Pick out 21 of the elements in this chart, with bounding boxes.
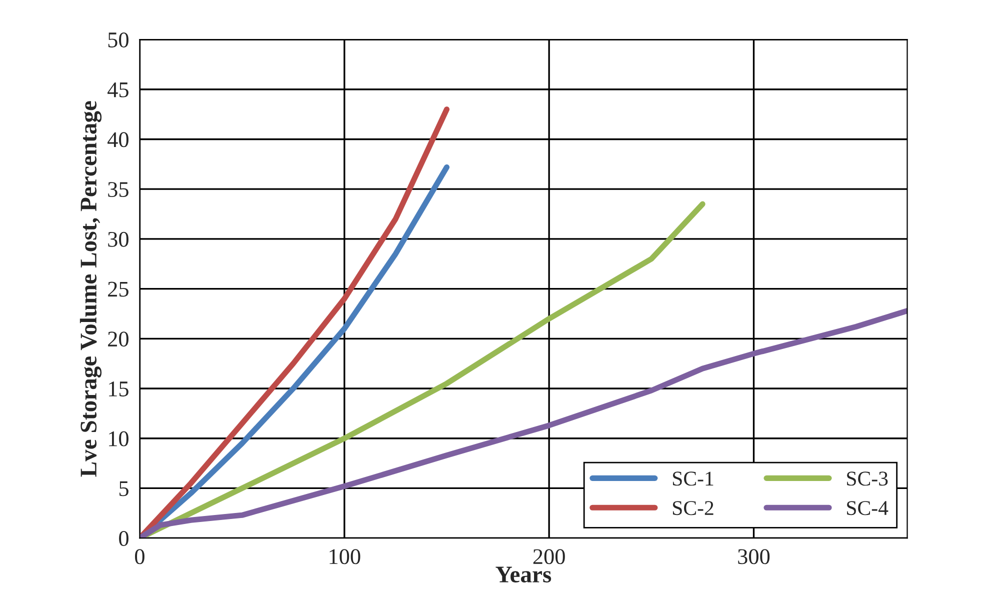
y-tick-label: 45 — [108, 82, 128, 98]
legend-label: SC-2 — [672, 501, 714, 516]
x-tick-label: 200 — [533, 549, 565, 564]
y-axis-title: Lve Storage Volume Lost, Percentage — [80, 101, 102, 477]
y-tick-label: 10 — [109, 431, 128, 446]
y-tick-label: 5 — [119, 481, 128, 496]
y-tick-label: 50 — [108, 32, 128, 48]
legend-label: SC-3 — [847, 472, 888, 486]
x-axis-title: Years — [496, 566, 552, 582]
y-tick-label: 30 — [108, 232, 128, 247]
y-tick-label: 40 — [108, 132, 128, 148]
legend-label: SC-1 — [672, 472, 714, 486]
y-tick-label: 25 — [108, 282, 128, 297]
legend-label: SC-4 — [847, 501, 888, 516]
y-tick-label: 35 — [108, 182, 128, 198]
y-tick-label: 0 — [119, 531, 128, 546]
x-tick-label: 300 — [738, 549, 770, 564]
x-tick-label: 0 — [135, 549, 144, 564]
y-tick-label: 20 — [108, 332, 128, 347]
x-tick-label: 100 — [330, 549, 360, 564]
y-tick-label: 15 — [109, 382, 128, 396]
